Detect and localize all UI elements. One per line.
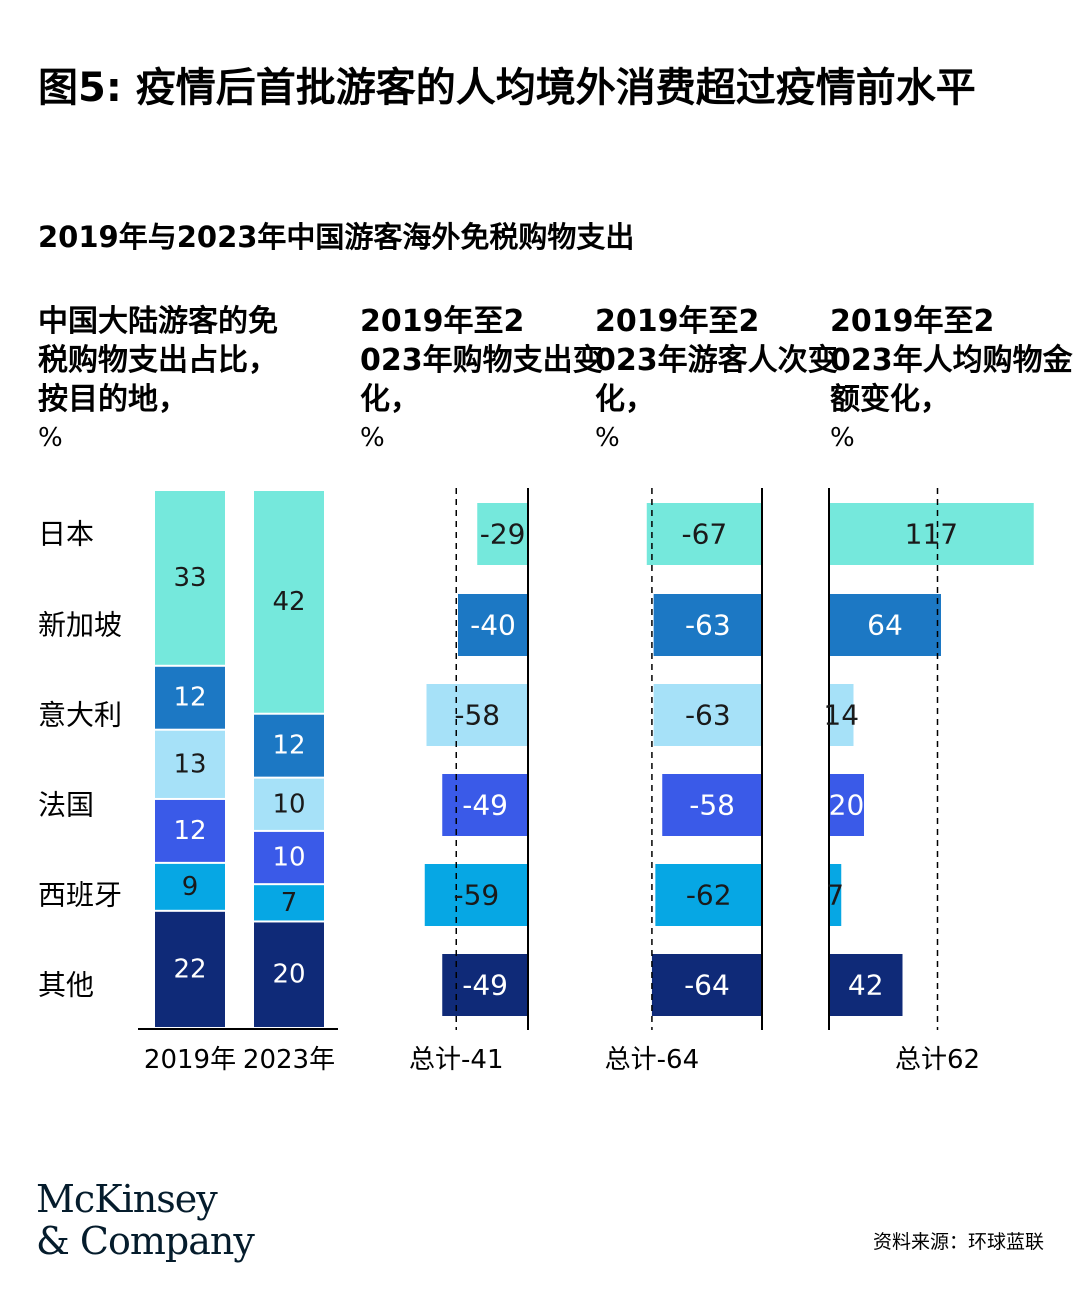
per-capita-change-bar-label: 7 (826, 879, 844, 912)
stacked-bar-segment (155, 730, 225, 798)
column-category-label: 2023年 (243, 1045, 335, 1075)
spend-change-bar (477, 503, 528, 565)
row-category-label: 新加坡 (38, 609, 122, 642)
visits-change-bar-label: -63 (685, 699, 731, 732)
per-capita-change-bar-label: 64 (867, 609, 903, 642)
spend-change-bar-label: -49 (462, 789, 508, 822)
chart-title: 图5: 疫情后首批游客的人均境外消费超过疫情前水平 (38, 65, 976, 111)
panel-unit-per-capita: % (830, 423, 855, 453)
chart-canvas: 22 9 12 13 12 33 2019年 20 7 10 10 12 42 2023年 日本新加坡意大利… (38, 488, 1034, 1075)
stacked-bar-label: 12 (173, 683, 206, 713)
per-capita-change-bar-label: 117 (905, 518, 958, 551)
panel-title-per-capita-text: 2019年至2 023年人均购物金 额变化， (830, 304, 1073, 417)
per-capita-change-bar-label: 20 (829, 789, 865, 822)
stacked-bar-segment (254, 831, 324, 884)
visits-change-bar (651, 954, 762, 1016)
stacked-bar-label: 22 (173, 954, 206, 984)
spend-change-total-label: 总计-41 (409, 1045, 503, 1075)
mckinsey-logo: McKinsey & Company (36, 1177, 255, 1263)
logo-line-2: & Company (36, 1219, 255, 1263)
visits-change-bar (653, 594, 762, 656)
stacked-bar-segment (155, 799, 225, 862)
column-category-label: 2019年 (144, 1045, 236, 1075)
stacked-bar-label: 9 (182, 872, 199, 902)
per-capita-change-bar-label: 14 (823, 699, 859, 732)
visits-change-bar-label: -63 (685, 609, 731, 642)
per-capita-change-bar (829, 954, 903, 1016)
per-capita-change-bar (829, 684, 854, 746)
stacked-bar-segment (254, 778, 324, 830)
spend-change-bar-label: -40 (470, 609, 516, 642)
source-note: 资料来源：环球蓝联 (872, 1231, 1044, 1253)
stacked-bar-label: 42 (272, 587, 305, 617)
stacked-bar-label: 20 (272, 960, 305, 990)
panel-title-visits: 2019年至2 023年游客人次变 化， % (595, 302, 838, 458)
chart-subtitle: 2019年与2023年中国游客海外免税购物支出 (38, 220, 635, 254)
stacked-bar-segment (155, 863, 225, 910)
spend-change-bar-label: -29 (480, 518, 526, 551)
row-category-label: 日本 (38, 518, 94, 551)
stacked-bar-segment (155, 911, 225, 1027)
visits-change-total-label: 总计-64 (605, 1045, 699, 1075)
logo-line-1: McKinsey (36, 1177, 218, 1221)
stacked-bar-label: 12 (272, 731, 305, 761)
panel-unit-spend: % (360, 423, 385, 453)
stacked-bar-segment (254, 714, 324, 777)
spend-change-bar-label: -59 (454, 879, 500, 912)
panel-title-spend: 2019年至2 023年购物支出变 化， % (360, 302, 603, 458)
stacked-bar-label: 13 (173, 749, 206, 779)
panel-title-spend-text: 2019年至2 023年购物支出变 化， (360, 304, 603, 417)
panel-title-per-capita: 2019年至2 023年人均购物金 额变化， % (830, 302, 1073, 458)
panel-title-share-text: 中国大陆游客的免 税购物支出占比， 按目的地， (38, 304, 278, 417)
row-category-label: 西班牙 (38, 879, 122, 912)
stacked-bar-segment (254, 491, 324, 713)
spend-change-bar (442, 774, 528, 836)
row-category-label: 其他 (38, 969, 94, 1002)
visits-change-bar (662, 774, 762, 836)
row-category-label: 法国 (38, 789, 94, 822)
visits-change-bar-label: -67 (682, 518, 728, 551)
panel-unit-visits: % (595, 423, 620, 453)
row-category-label: 意大利 (38, 699, 122, 732)
spend-change-bar-label: -58 (454, 699, 500, 732)
stacked-bar-label: 12 (173, 816, 206, 846)
stacked-bar-label: 33 (173, 563, 206, 593)
visits-change-bar (655, 864, 762, 926)
per-capita-change-total-label: 总计62 (895, 1045, 980, 1075)
panel-unit-share: % (38, 423, 63, 453)
visits-change-bar-label: -62 (686, 879, 732, 912)
stacked-bar-label: 7 (281, 888, 298, 918)
spend-change-bar (458, 594, 528, 656)
spend-change-bar-label: -49 (462, 969, 508, 1002)
visits-change-bar-label: -58 (689, 789, 735, 822)
per-capita-change-bar (829, 503, 1034, 565)
spend-change-bar (426, 684, 528, 746)
stacked-bar-segment (254, 885, 324, 921)
panel-title-share: 中国大陆游客的免 税购物支出占比， 按目的地， % (38, 302, 278, 458)
stacked-bar-segment (155, 491, 225, 665)
visits-change-bar (646, 503, 762, 565)
per-capita-change-bar (829, 594, 941, 656)
visits-change-bar-label: -64 (684, 969, 730, 1002)
stacked-bar-label: 10 (272, 843, 305, 873)
stacked-bar-segment (155, 666, 225, 729)
per-capita-change-bar (829, 774, 864, 836)
stacked-bar-label: 10 (272, 789, 305, 819)
panel-title-visits-text: 2019年至2 023年游客人次变 化， (595, 304, 838, 417)
per-capita-change-bar-label: 42 (848, 969, 884, 1002)
stacked-bar-segment (254, 922, 324, 1027)
per-capita-change-bar (829, 864, 842, 926)
spend-change-bar (424, 864, 528, 926)
visits-change-bar (653, 684, 762, 746)
